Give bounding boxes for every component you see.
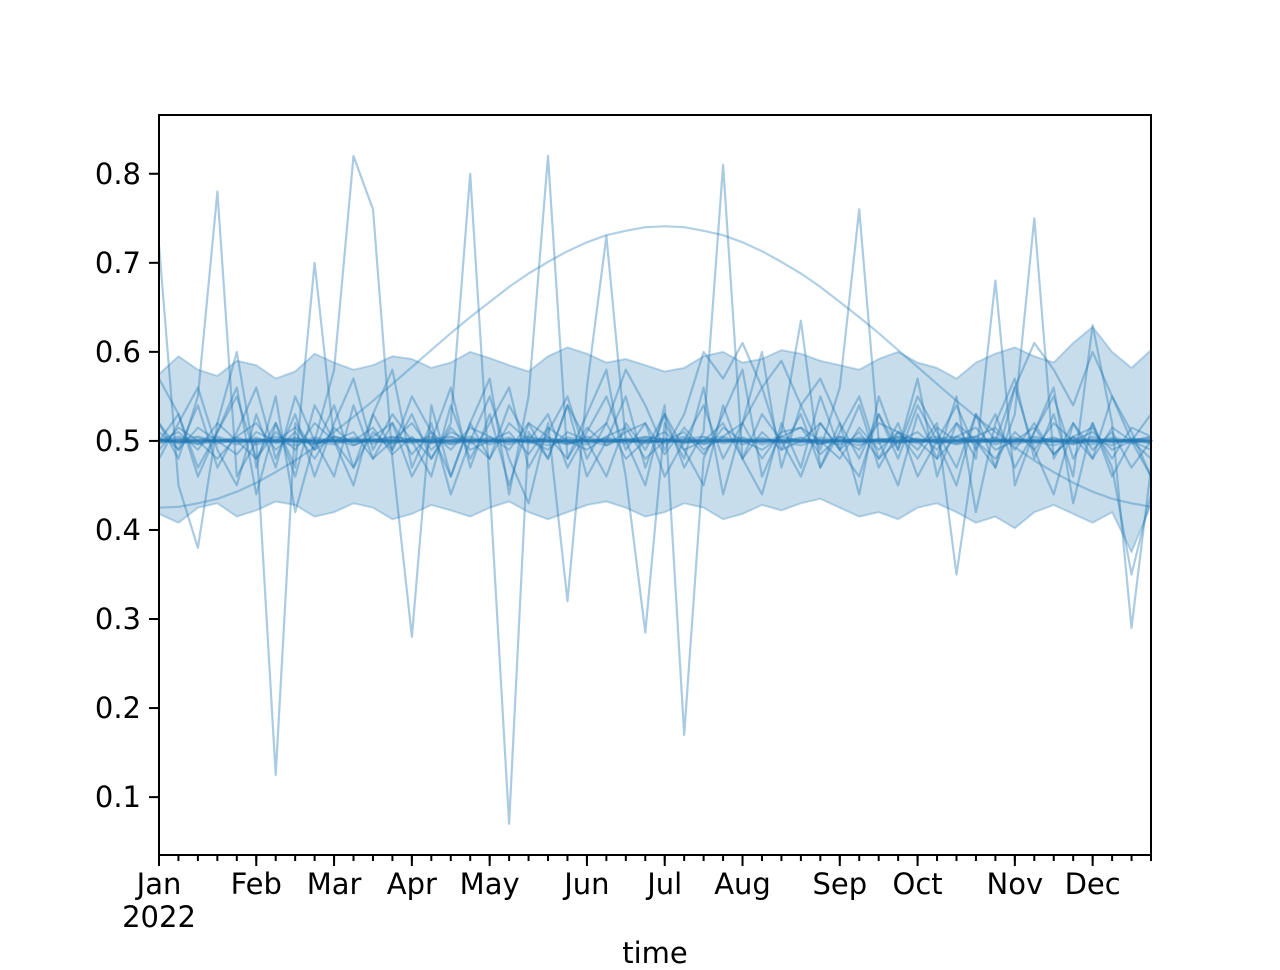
y-tick-label: 0.1 xyxy=(95,780,141,814)
x-axis-label: time xyxy=(622,936,688,970)
y-tick-label: 0.7 xyxy=(95,246,141,280)
x-tick-label: Aug xyxy=(714,867,771,901)
x-tick-label: Oct xyxy=(893,867,943,901)
x-tick-label: Feb xyxy=(231,867,282,901)
y-tick-label: 0.3 xyxy=(95,602,141,636)
y-tick-label: 0.5 xyxy=(95,424,141,458)
y-tick-label: 0.8 xyxy=(95,157,141,191)
series-line-moderate-1 xyxy=(157,386,1153,478)
x-tick-label: Sep xyxy=(812,867,867,901)
confidence-band-upper-edge xyxy=(158,325,1152,380)
x-tick-year-label: 2022 xyxy=(122,900,196,934)
x-tick-label: Dec xyxy=(1065,867,1121,901)
x-tick-label: May xyxy=(460,867,520,901)
x-tick-label: Mar xyxy=(307,867,362,901)
y-tick-label: 0.6 xyxy=(95,335,141,369)
x-tick-label: Nov xyxy=(987,867,1044,901)
x-tick-label: Apr xyxy=(387,867,437,901)
series-line-wild-2 xyxy=(157,154,1153,638)
series-line-wild-3 xyxy=(157,235,1153,736)
y-tick-label: 0.2 xyxy=(95,691,141,725)
y-tick-label: 0.4 xyxy=(95,513,141,547)
x-tick-label: Jan xyxy=(135,867,182,901)
confidence-band-lower-edge xyxy=(158,497,1152,554)
series-line-small-1 xyxy=(158,422,1152,460)
x-tick-label: Jun xyxy=(562,867,609,901)
series-line-wild-1 xyxy=(157,163,1153,825)
plot-border xyxy=(158,114,1152,856)
x-tick-label: Jul xyxy=(645,867,682,901)
series-line-small-2 xyxy=(158,422,1152,460)
series-line-small-3 xyxy=(158,426,1152,460)
series-line-moderate-3 xyxy=(157,341,1153,478)
